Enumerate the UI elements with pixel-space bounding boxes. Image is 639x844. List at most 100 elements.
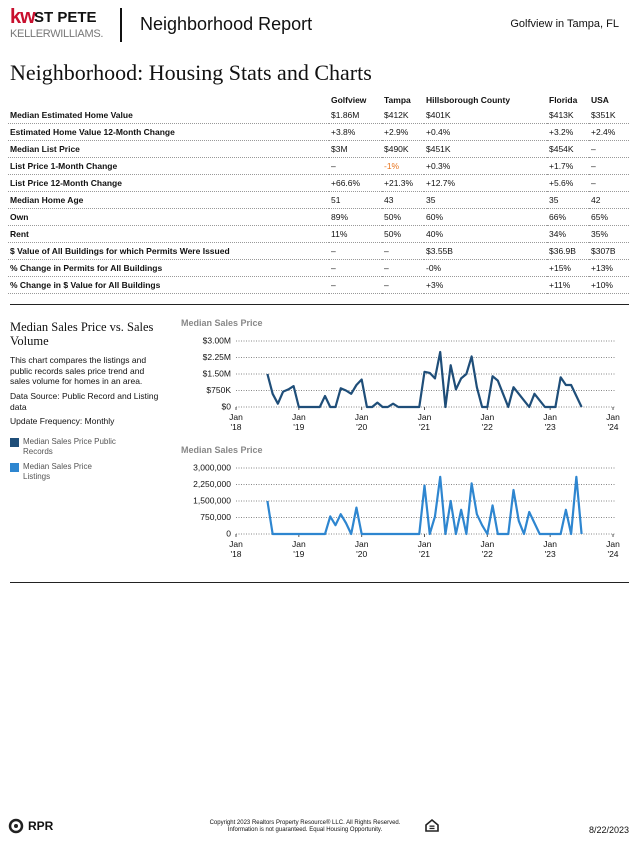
cell: 66% [547,208,589,226]
report-title: Neighborhood Report [140,14,313,34]
cell: 43 [382,191,424,209]
rpr-icon [8,818,24,834]
panel-source: Data Source: Public Record and Listing d… [10,391,159,412]
table-row: % Change in $ Value for All Buildings – – +… [8,276,629,294]
chart: $0 $750K $1.50M $2.25M $3.00M Median Sales Pr… [178,318,633,443]
x-tick-label: Jan '22 [480,539,495,559]
column-header: Florida [549,94,578,105]
cell: $3M [329,140,382,158]
data-line [266,350,583,409]
column-header: Hillsborough County [426,94,511,105]
cell: 89% [329,208,382,226]
cell: 34% [547,225,589,243]
row-label: % Change in $ Value for All Buildings [8,276,329,294]
equal-housing-icon [425,818,439,832]
cell: +3% [424,276,547,294]
x-tick-label: Jan '19 [291,539,306,559]
column-header: USA [591,94,609,105]
cell: – [589,157,629,175]
cell: +1.7% [547,157,589,175]
cell: $454K [547,140,589,158]
x-tick-label: Jan '22 [480,412,495,432]
cell: +3.2% [547,123,589,141]
cell: – [589,174,629,192]
column-header: Tampa [384,94,411,105]
cell: $412K [382,107,424,124]
notice: Information is not guaranteed. Equal Hou… [227,827,383,833]
row-label: Estimated Home Value 12-Month Change [8,123,329,141]
cell: +0.4% [424,123,547,141]
cell: +0.3% [424,157,547,175]
cell: +5.6% [547,174,589,192]
cell: – [589,140,629,158]
cell: 35% [589,225,629,243]
legend-swatch [10,438,19,447]
cell: $36.9B [547,242,589,260]
legend-label: Median Sales Price Public Records [23,437,116,456]
row-label: List Price 1-Month Change [8,157,329,175]
table-row: Estimated Home Value 12-Month Change +3.8… [8,123,629,141]
cell: +12.7% [424,174,547,192]
cell: +2.9% [382,123,424,141]
cell: +66.6% [329,174,382,192]
logo-brand: KELLERWILLIAMS. [10,28,104,40]
cell: +3.8% [329,123,382,141]
row-label: Own [8,208,329,226]
chart: 0 750,000 1,500,000 2,250,000 3,000,000 Media… [178,445,633,570]
cell: $3.55B [424,242,547,260]
cell: $1.86M [329,107,382,124]
chart-title: Median Sales Price [181,318,263,328]
x-tick-label: Jan '20 [354,539,369,559]
panel-frequency: Update Frequency: Monthly [10,416,115,426]
x-tick-label: Jan '23 [543,539,558,559]
x-tick-label: Jan '19 [291,412,306,432]
legend-swatch [10,463,19,472]
cell: $451K [424,140,547,158]
y-tick-label: $2.25M [203,352,231,362]
y-tick-label: 0 [226,528,231,538]
y-tick-label: 750,000 [200,512,231,522]
chart-title: Median Sales Price [181,445,263,455]
cell: 11% [329,225,382,243]
panel-title: Median Sales Price vs. Sales Volume [10,320,154,348]
cell: -1% [382,157,424,175]
cell: 40% [424,225,547,243]
row-label: Median Home Age [8,191,329,209]
cell: 35 [424,191,547,209]
cell: +15% [547,259,589,277]
cell: $307B [589,242,629,260]
x-tick-label: Jan '24 [606,539,620,559]
cell: 42 [589,191,629,209]
cell: +13% [589,259,629,277]
separator [120,8,122,42]
x-tick-label: Jan '20 [354,412,369,432]
table-row: Own 89% 50% 60% 66% 65% [8,208,629,226]
x-tick-label: Jan '18 [229,412,243,432]
table-row: Median List Price $3M $490K $451K $454K – [8,140,629,158]
cell: 50% [382,208,424,226]
x-tick-label: Jan '24 [606,412,620,432]
cell: 35 [547,191,589,209]
corner [8,92,329,107]
table-row: List Price 12-Month Change +66.6% +21.3% +1… [8,174,629,192]
x-tick-label: Jan '21 [417,539,432,559]
y-tick-label: $3.00M [203,335,231,345]
cell: 51 [329,191,382,209]
x-tick-label: Jan '18 [229,539,243,559]
chart-plot: 0 750,000 1,500,000 2,250,000 3,000,000 [193,462,615,538]
divider [10,582,629,583]
section-title: Neighborhood: Housing Stats and Charts [10,60,372,85]
table-row: Rent 11% 50% 40% 34% 35% [8,225,629,243]
cell: – [329,259,382,277]
cell: +2.4% [589,123,629,141]
cell: +21.3% [382,174,424,192]
legend-item: Median Sales Price Public Records [10,437,120,456]
location: Golfview in Tampa, FL [510,18,619,30]
x-tick-label: Jan '23 [543,412,558,432]
y-tick-label: 2,250,000 [193,479,231,489]
logo-city: ST PETE [34,9,97,26]
footer-copyright: Copyright 2023 Realtors Property Resourc… [180,820,430,834]
cell: – [329,276,382,294]
row-label: Median Estimated Home Value [8,107,329,124]
